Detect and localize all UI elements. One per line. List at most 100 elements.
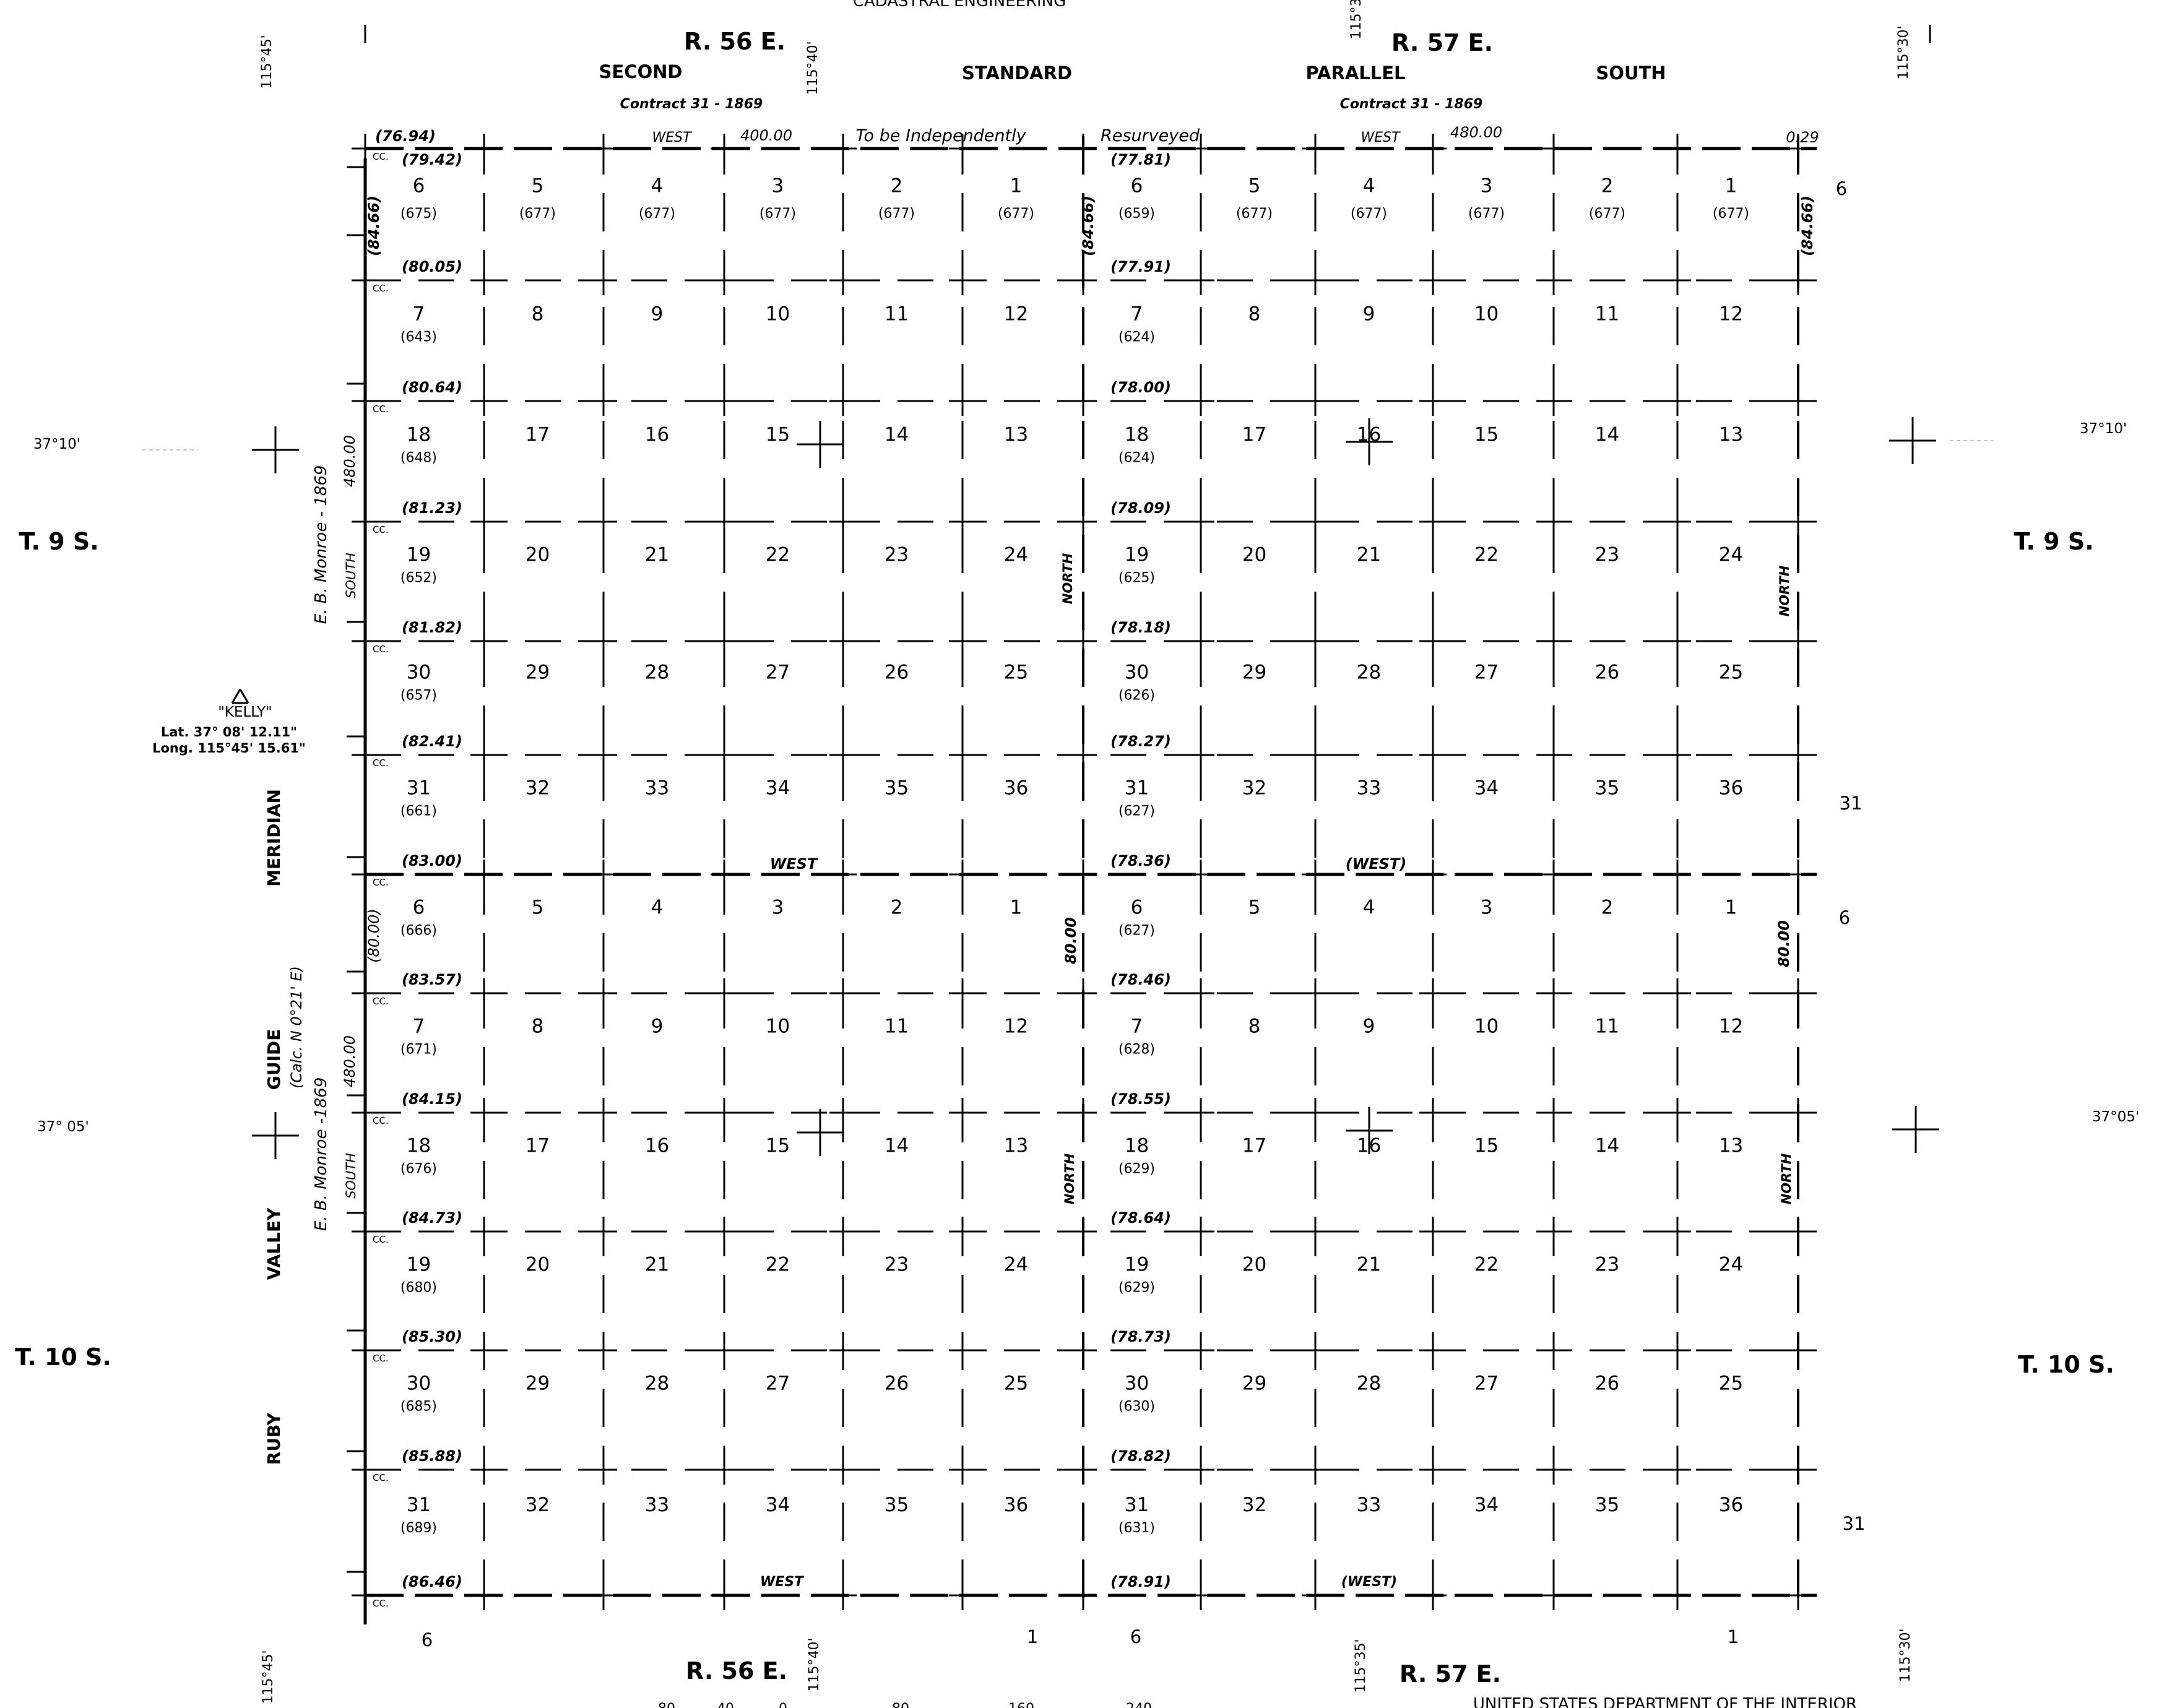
north-label: NORTH [1777, 565, 1792, 616]
t9-east-section-number: 36 [1719, 777, 1743, 800]
t9-west-area: (677) [998, 206, 1034, 222]
closing-corner-label: CC. [373, 644, 389, 655]
west-chain-distance: (82.41) [402, 733, 462, 750]
t10-east-section-number: 6 [1131, 896, 1143, 918]
t9-east-section-number: 26 [1595, 662, 1619, 684]
t9-east-area: (677) [1713, 206, 1749, 222]
fixed-linework [142, 25, 1993, 1624]
guide-dist-south: 480.00 [341, 1035, 358, 1087]
t10-west-section-number: 27 [766, 1373, 790, 1395]
longitude-bottom-mid: 115°40' [807, 1637, 822, 1691]
t10-west-section-number: 33 [645, 1494, 669, 1516]
t9-east-section-number: 20 [1242, 544, 1266, 566]
scale-number: 80 [658, 1701, 675, 1708]
t10-east-section-number: 4 [1363, 896, 1375, 918]
t10-east-section-number: 26 [1595, 1373, 1619, 1395]
longitude-bottom-left: 115°45' [261, 1650, 276, 1704]
west-mid-label: WEST [770, 855, 818, 873]
t10-west-area: (676) [400, 1161, 437, 1176]
t10-west-section-number: 34 [766, 1494, 790, 1516]
t10-east-section-number: 31 [1125, 1494, 1149, 1516]
t9-west-section-number: 31 [407, 777, 431, 800]
t10-west-section-number: 30 [407, 1373, 431, 1395]
closing-corner-label: CC. [373, 1115, 389, 1126]
surveyor-south: E. B. Monroe -1869 [312, 1077, 331, 1231]
t10-east-area: (628) [1118, 1042, 1155, 1058]
t10-east-section-number: 35 [1595, 1494, 1619, 1516]
t9-west-section-number: 12 [1004, 303, 1028, 325]
west-chain-distance: (85.30) [402, 1328, 462, 1345]
chain-t10-mid: 80.00 [1062, 917, 1080, 964]
t10-west-section-number: 7 [413, 1016, 425, 1038]
outside-right-number: 6 [1836, 178, 1847, 199]
contract-east: Contract 31 - 1869 [1340, 97, 1483, 112]
t10-east-section-number: 21 [1357, 1253, 1381, 1275]
t9-west-section-number: 33 [645, 777, 669, 800]
west-chain-distance: (80.05) [402, 258, 462, 275]
chain-t9-left: (84.66) [365, 196, 383, 256]
t9-east-section-number: 35 [1595, 777, 1619, 800]
t10-east-section-number: 24 [1719, 1253, 1743, 1275]
kelly-triangle-icon-left [231, 689, 241, 704]
t10-east-section-number: 22 [1474, 1253, 1499, 1275]
t10-east-section-number: 27 [1474, 1373, 1499, 1395]
t10-east-section-number: 9 [1363, 1016, 1375, 1038]
t10-east-section-number: 15 [1474, 1134, 1499, 1157]
parallel-title-parallel: PARALLEL [1305, 63, 1405, 84]
t9-west-area: (661) [400, 804, 437, 819]
east-chain-distance: (78.36) [1110, 852, 1171, 869]
t10-west-section-number: 24 [1004, 1253, 1028, 1275]
t9-east-area: (677) [1236, 206, 1273, 222]
t9-west-section-number: 25 [1004, 662, 1028, 684]
t10-east-area: (630) [1118, 1399, 1155, 1415]
t9-east-section-number: 3 [1481, 175, 1493, 197]
t10-east-section-number: 33 [1357, 1494, 1381, 1516]
top-independent: To be Independently [855, 126, 1026, 145]
outside-right-number: 31 [1843, 1513, 1866, 1534]
t10-west-area: (666) [400, 923, 437, 938]
t9-west-section-number: 27 [766, 662, 790, 684]
t10-west-section-number: 20 [526, 1253, 550, 1275]
t10-east-section-number: 34 [1474, 1494, 1499, 1516]
t10-east-section-number: 17 [1242, 1134, 1266, 1157]
t10-east-section-number: 12 [1719, 1016, 1743, 1038]
t10-east-section-number: 8 [1248, 1016, 1261, 1038]
t9-west-section-number: 17 [526, 423, 550, 446]
t10-east-section-number: 18 [1125, 1134, 1149, 1157]
t10-east-section-number: 20 [1242, 1253, 1266, 1275]
t10-west-section-number: 16 [645, 1134, 669, 1157]
kelly-station-lat: Lat. 37° 08' 12.11" [161, 725, 297, 740]
t9-west-section-number: 8 [532, 303, 544, 325]
t9-east-area: (624) [1118, 450, 1155, 465]
longitude-top-mid: 115°40' [805, 41, 821, 95]
closing-corner-label: CC. [373, 1353, 389, 1364]
west-chain-distance: (81.23) [402, 499, 462, 517]
longitude-top-right: 115°30' [1896, 25, 1911, 79]
t10-west-section-number: 8 [532, 1016, 544, 1038]
t10-west-section-number: 11 [885, 1016, 909, 1038]
guide-meridian-word-meridian: MERIDIAN [264, 789, 284, 887]
closing-corner-label: CC. [373, 1598, 389, 1609]
t10-east-section-number: 13 [1719, 1134, 1743, 1157]
t10-west-section-number: 15 [766, 1134, 790, 1157]
t10-east-section-number: 36 [1719, 1494, 1743, 1516]
longitude-top-left: 115°45' [259, 35, 275, 88]
t10-west-section-number: 26 [885, 1373, 909, 1395]
west-chain-distance: (81.82) [402, 619, 462, 636]
t9-west-area: (648) [400, 450, 437, 465]
t9-west-section-number: 13 [1004, 423, 1028, 446]
t9-east-section-number: 6 [1131, 175, 1143, 197]
t10-west-section-number: 14 [885, 1134, 909, 1157]
closing-corner-label: CC. [373, 1234, 389, 1245]
north-label: NORTH [1779, 1153, 1794, 1204]
t9-east-section-number: 10 [1474, 303, 1499, 325]
guide-meridian-word-guide: GUIDE [264, 1029, 284, 1090]
t10-west-area: (689) [400, 1520, 437, 1536]
t9-east-section-number: 22 [1474, 544, 1499, 566]
guide-dist-north: 480.00 [341, 435, 358, 487]
scale-number: 40 [717, 1701, 734, 1708]
parallel-title-second: SECOND [599, 61, 683, 82]
chain-t10-left: (80.00) [365, 908, 383, 962]
west-bottom-paren-label: (WEST) [1341, 1574, 1397, 1590]
longitude-bottom-mid2: 115°35' [1353, 1639, 1369, 1693]
